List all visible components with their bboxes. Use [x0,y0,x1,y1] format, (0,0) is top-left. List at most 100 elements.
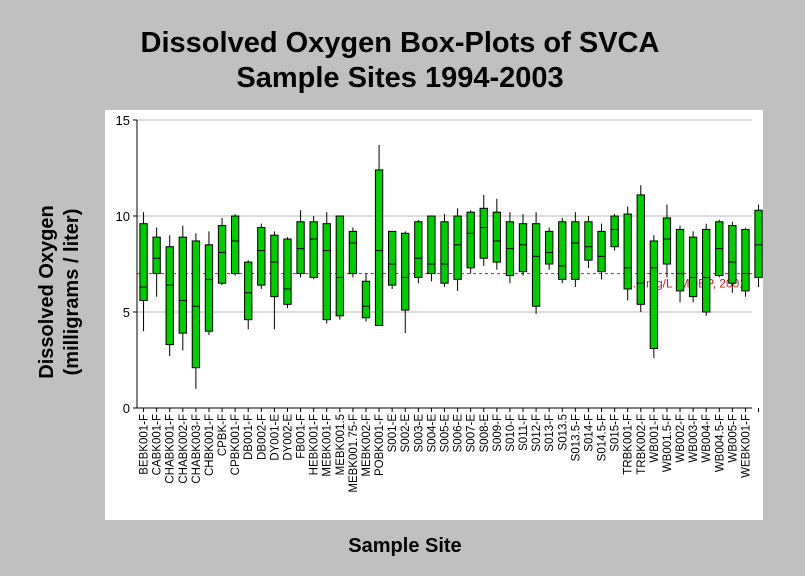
iqr-box [414,221,423,278]
box-DB001-F [244,260,253,330]
box-S001-E [387,230,397,289]
x-tick-label: DB001-F [243,414,255,460]
box-S006-E [453,208,462,291]
x-tick-label: DY002-E [282,414,294,461]
x-tick-label: S003-E [413,414,425,453]
x-tick-label: CHABK001-F [165,414,177,484]
x-tick-label: S015-F [610,414,622,452]
x-tick-label: S013.5 [557,414,569,450]
x-tick-label: S006-E [453,414,465,453]
iqr-box [584,221,593,261]
x-tick-label: CHABK003-F [191,414,203,484]
box-S009-F [492,198,502,270]
x-tick-label: WB005-F [727,414,739,463]
x-tick-label: WB002-F [675,414,687,463]
iqr-box [754,209,763,278]
box-WEBK001-F [741,227,750,297]
iqr-box [662,217,672,265]
iqr-box [257,227,266,286]
iqr-box [558,221,567,280]
iqr-box [453,215,462,280]
iqr-box [597,230,606,273]
box-DB002-F [257,223,266,289]
x-tick-label: HEBK001-F [309,414,321,475]
x-tick-label: TRBK002-F [636,414,648,475]
x-tick-label: MEBK001-F [322,414,334,477]
iqr-box [702,228,711,313]
box-S010-F [505,212,515,284]
x-tick-label: S004-E [426,414,438,453]
iqr-box [309,221,318,278]
x-tick-label: WB001.5-F [662,414,674,472]
y-axis-title-line1: Dissolved Oxygen [36,205,58,378]
iqr-box [479,207,488,259]
x-tick-label: POBK001-F [374,414,386,476]
x-tick-label: MEBK002-F [361,414,373,477]
box-S002-E [401,231,410,334]
box-CHBK001-F [204,231,214,336]
x-tick-label: S014.5-F [597,414,609,461]
x-tick-label: S013.5-F [570,414,582,461]
x-tick-label: S011-F [518,414,530,451]
iqr-box [244,261,253,321]
box-S004-E [427,215,436,282]
iqr-box [217,225,227,284]
iqr-box [335,215,344,317]
x-tick-label: S002-E [400,414,412,453]
iqr-box [165,246,174,346]
iqr-box [545,230,554,265]
x-tick-label: DB002-F [256,414,268,460]
iqr-box [440,221,449,284]
x-tick-label: WB001-F [649,414,661,463]
box-S003-E [414,219,423,284]
x-tick-label: S010-F [505,414,517,452]
box-CABK001-F [152,227,161,297]
box-WB003-F [688,231,698,303]
y-tick-label: 15 [116,113,130,128]
box-MEBK001-F [322,212,331,324]
iqr-box [387,230,397,286]
box-TRBK001-F [623,206,632,301]
chart-title-line2: Sample Sites 1994-2003 [236,62,563,94]
iqr-box [649,240,659,349]
iqr-box [296,221,305,275]
box-S005-E [440,214,449,288]
box-undefined [754,204,763,288]
iqr-box [492,211,502,263]
x-tick-label: S005-E [440,414,452,453]
box-BEBK001-F [139,212,148,332]
iqr-box [401,232,410,311]
iqr-box [675,228,685,292]
x-tick-label: WB004.5-F [714,414,726,472]
iqr-box [348,230,358,275]
box-S013-F [545,227,554,270]
x-tick-label: S007-E [466,414,478,453]
box-MEBK002-F [361,273,371,322]
box-MEBK001.75-F [348,227,358,278]
iqr-box [427,215,436,275]
box-TRBK002-F [636,185,645,312]
iqr-box [270,234,279,298]
x-tick-label: BEBK001-F [139,414,151,475]
x-tick-label: S014-F [583,414,595,452]
box-S013.5 [558,217,567,284]
box-DY002-E [283,237,292,309]
iqr-box [204,244,214,332]
box-S008-E [479,194,488,266]
x-tick-label: CHABK002-F [178,414,190,484]
box-WB001-F [649,235,659,359]
x-tick-label: FB001-F [296,414,308,459]
iqr-box [230,215,240,275]
box-POBK001-F [374,144,384,326]
box-CHABK003-F [191,233,201,389]
iqr-box [636,194,645,305]
box-DY001-E [270,231,279,330]
iqr-box [178,236,187,334]
iqr-box [623,213,632,290]
iqr-box [139,223,148,301]
x-tick-label: S001-E [387,414,399,453]
box-CHABK001-F [165,235,174,357]
x-axis-title: Sample Site [348,535,461,557]
